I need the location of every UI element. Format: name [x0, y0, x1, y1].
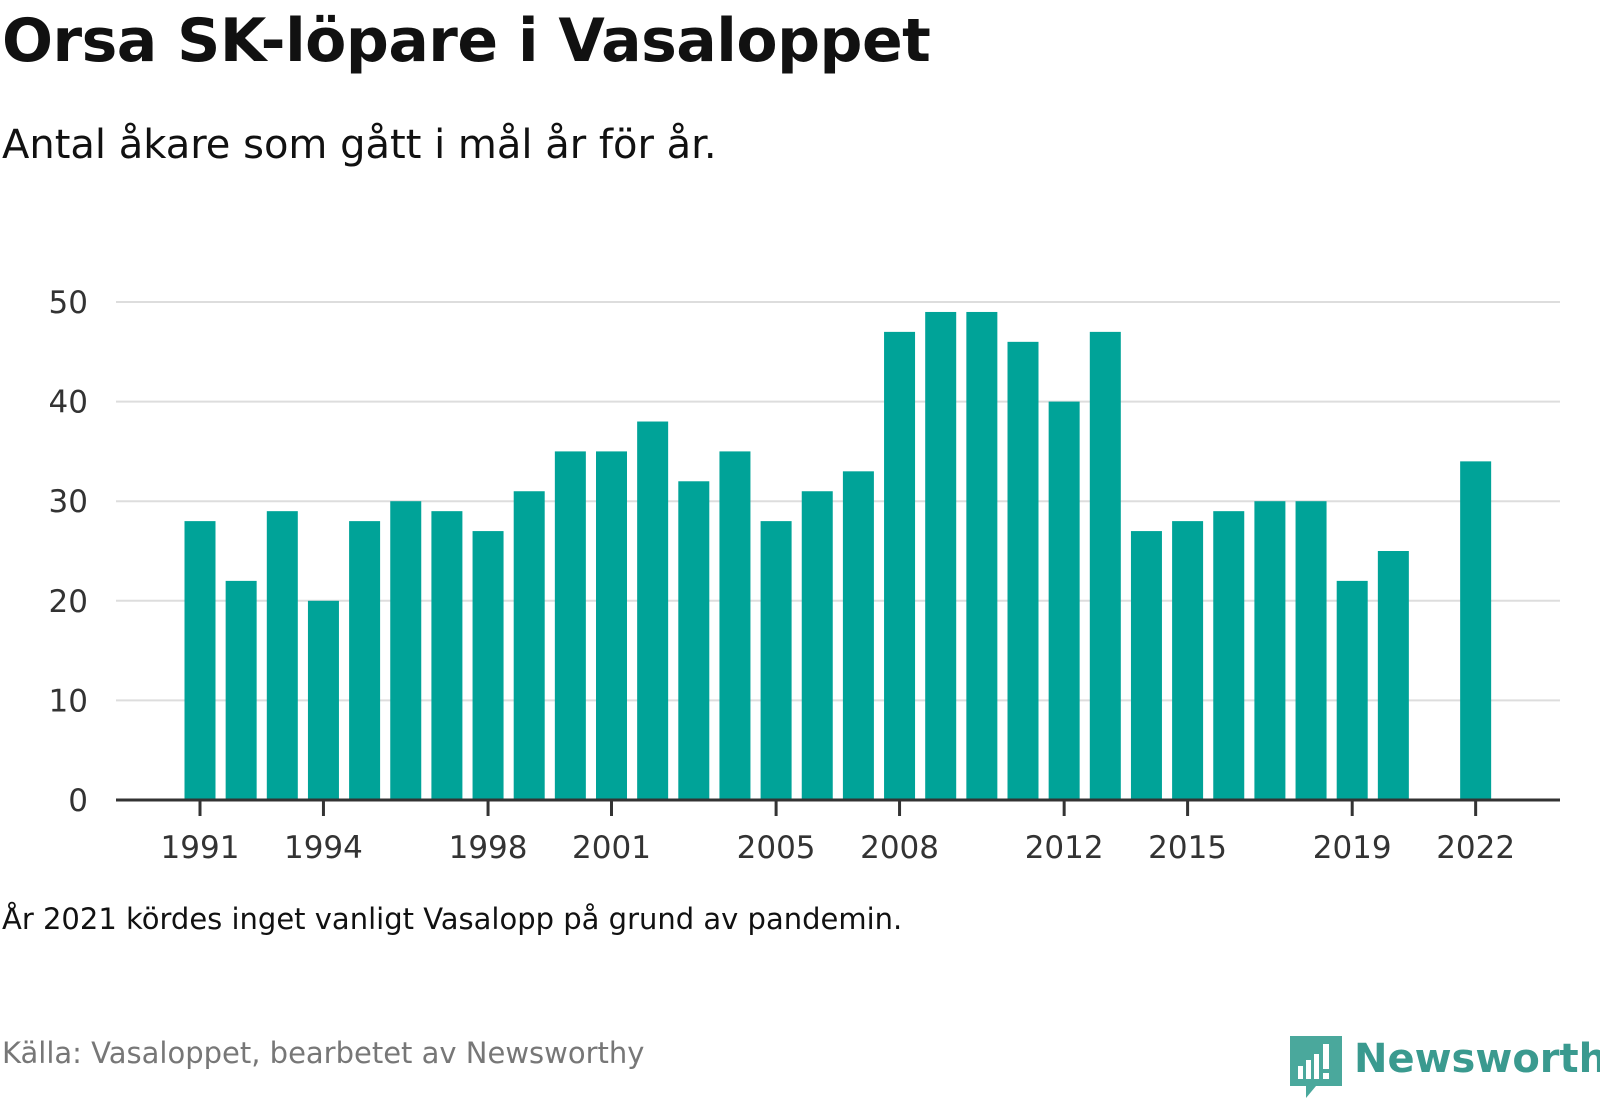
- bar-2017: [1254, 501, 1286, 800]
- bar-chart: 0 10 20 30 40 50 1991 1994 1998 2001 2005 2008 2012…: [49, 285, 1560, 866]
- bar-2022: [1460, 461, 1492, 800]
- x-axis-ticks: 1991 1994 1998 2001 2005 2008 2012 2015 2019 2022: [161, 800, 1515, 866]
- x-tick-label: 1998: [449, 830, 528, 866]
- newsworthy-logo-icon: [1290, 1036, 1342, 1098]
- bar-2003: [678, 481, 710, 800]
- y-tick-label: 0: [68, 783, 88, 819]
- brand-logo: Newsworthy: [1290, 1036, 1600, 1106]
- x-tick-label: 1991: [161, 830, 240, 866]
- footnote: År 2021 kördes inget vanligt Vasalopp på…: [2, 902, 903, 936]
- bar-2002: [637, 421, 669, 800]
- chart-subtitle: Antal åkare som gått i mål år för år.: [2, 122, 717, 168]
- bar-2020: [1377, 551, 1409, 800]
- bar-2000: [554, 451, 586, 800]
- bar-1996: [390, 501, 422, 800]
- x-tick-label: 2022: [1436, 830, 1515, 866]
- bar-1998: [472, 531, 504, 800]
- bar-2010: [966, 311, 998, 800]
- bar-2011: [1007, 341, 1039, 800]
- bar-2007: [842, 471, 874, 800]
- bar-2012: [1048, 401, 1080, 800]
- bar-2015: [1172, 521, 1204, 800]
- bar-2004: [719, 451, 751, 800]
- y-tick-label: 50: [49, 285, 88, 321]
- y-tick-label: 20: [49, 584, 88, 620]
- x-tick-label: 2008: [860, 830, 939, 866]
- x-tick-label: 2015: [1148, 830, 1227, 866]
- bar-2013: [1089, 331, 1121, 800]
- bar-1991: [184, 521, 216, 800]
- bars: [184, 311, 1492, 800]
- source-text: Källa: Vasaloppet, bearbetet av Newswort…: [2, 1036, 645, 1070]
- bar-1994: [307, 600, 339, 800]
- y-tick-label: 10: [49, 683, 88, 719]
- bar-1995: [349, 521, 381, 800]
- x-tick-label: 2019: [1313, 830, 1392, 866]
- bar-1993: [266, 511, 298, 800]
- bar-2016: [1213, 511, 1245, 800]
- brand-name: Newsworthy: [1354, 1036, 1600, 1082]
- x-tick-label: 2012: [1025, 830, 1104, 866]
- bar-2001: [596, 451, 627, 800]
- x-tick-label: 2005: [737, 830, 816, 866]
- bar-2019: [1336, 580, 1368, 800]
- bar-1999: [513, 491, 545, 800]
- bar-2008: [884, 331, 916, 800]
- chart-title: Orsa SK-löpare i Vasaloppet: [2, 6, 931, 76]
- y-tick-label: 30: [49, 484, 88, 520]
- bar-2005: [760, 521, 792, 800]
- y-tick-label: 40: [49, 385, 88, 421]
- y-axis-ticks: 0 10 20 30 40 50: [49, 285, 88, 819]
- x-tick-label: 2001: [572, 830, 651, 866]
- bar-1992: [225, 580, 257, 800]
- bar-1997: [431, 511, 463, 800]
- x-tick-label: 1994: [284, 830, 363, 866]
- bar-2018: [1295, 501, 1327, 800]
- bar-2014: [1130, 531, 1162, 800]
- bar-2006: [801, 491, 833, 800]
- bar-2009: [925, 311, 957, 800]
